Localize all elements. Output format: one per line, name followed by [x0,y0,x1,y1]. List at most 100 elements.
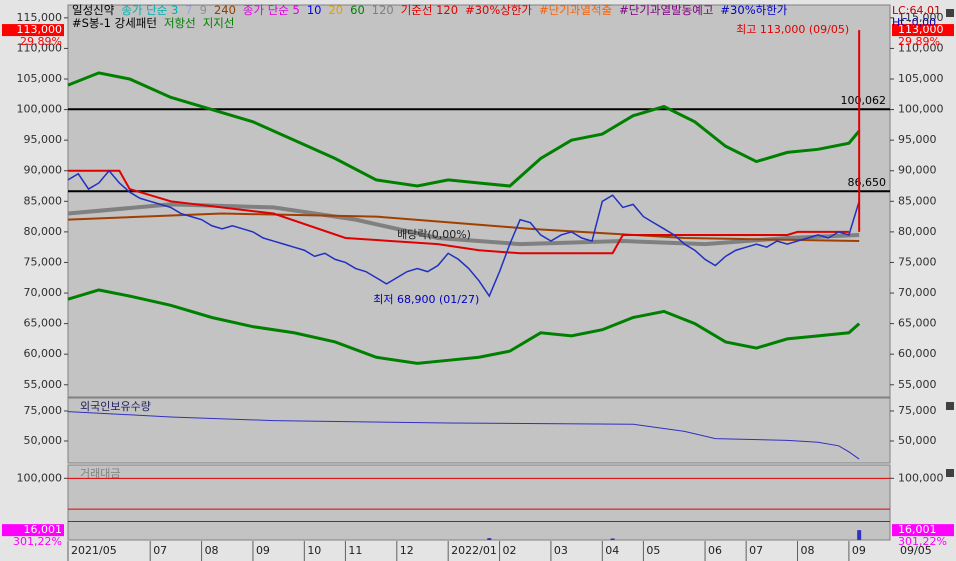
y-tick-label: 100,000 [17,103,63,116]
price-badge-sub: 301,22% [13,535,62,548]
y-tick-label: 95,000 [24,133,63,146]
bar [487,538,492,540]
y-tick-label: 60,000 [24,347,63,360]
line-series [67,71,861,188]
panel-title: 외국인보유수량 [80,400,151,413]
legend-item: 지지선 [202,16,235,30]
legend-item: 20 [328,3,344,17]
legend-item: #30%상한가 [465,3,533,17]
price-badge [2,24,64,37]
y-tick-label: 110,000 [17,41,63,54]
y-tick-label: 75,000 [24,404,63,417]
price-badge [892,24,954,37]
legend-item: 일성신약 [72,3,115,17]
legend-item: 120 [371,3,394,17]
x-tick-label: 11 [348,544,362,557]
corner-text: LC:64,01 [892,4,941,17]
y-tick-label: 70,000 [24,286,63,299]
x-tick-label: 09 [256,544,270,557]
plot-area [67,4,891,398]
y-tick-label: 115,000 [17,11,63,24]
y-tick-label: 65,000 [898,317,937,330]
legend: #S봉-1 강세패턴 저항선 지지선 [72,15,241,31]
legend-item: 기준선 120 [400,3,459,17]
x-tick-label: 12 [400,544,414,557]
line-series [68,169,849,255]
line-series [67,202,860,247]
line-series [67,288,861,365]
legend-item: 종가 단순 5 [242,3,300,17]
x-tick-label: 08 [801,544,815,557]
close-button [946,402,954,410]
close-button [946,469,954,477]
x-tick-label: 2022/01 [451,544,497,557]
y-tick-label: 85,000 [24,194,63,207]
x-tick-label: 07 [749,544,763,557]
corner-text: HC:0,00 [892,16,936,29]
y-tick-label: 100,000 [898,471,944,484]
y-tick-label: 90,000 [898,164,937,177]
legend-item: #단기과열발동예고 [619,3,714,17]
plot-area [67,464,891,541]
x-tick-label: 02 [503,544,517,557]
x-tick-label: 05 [646,544,660,557]
legend-item: 저항선 [163,16,196,30]
price-badge-sub: 29,89% [20,35,62,48]
y-tick-label: 100,000 [898,103,944,116]
price-badge-label: 16,001 [24,523,63,536]
y-tick-label: 85,000 [898,194,937,207]
y-tick-label: 50,000 [24,434,63,447]
horizontal-line-label: 100,062 [841,94,887,107]
bar [857,530,862,540]
bar [610,538,615,540]
x-tick-label: 10 [307,544,321,557]
legend-item: #단기과열적출 [539,3,613,17]
annotation: 배당락(0,00%) [397,228,471,241]
y-tick-label: 75,000 [24,255,63,268]
annotation: 최고 113,000 (09/05) [736,23,849,36]
price-badge-sub: 301,22% [898,535,947,548]
legend-item: 60 [350,3,365,17]
y-tick-label: 90,000 [24,164,63,177]
price-badge [2,524,64,537]
x-tick-label: 08 [205,544,219,557]
y-tick-label: 70,000 [898,286,937,299]
annotation: 최저 68,900 (01/27) [373,293,479,306]
panel-title: 거래대금 [80,467,120,480]
x-tick-label: 2021/05 [71,544,117,557]
legend-item: 240 [213,3,236,17]
close-button [946,9,954,17]
price-badge-label: 113,000 [17,23,63,36]
y-tick-label: 55,000 [898,378,937,391]
plot-area [67,397,891,464]
line-series [67,169,860,298]
y-tick-label: 75,000 [898,404,937,417]
legend-item: #S봉-1 강세패턴 [72,16,157,30]
x-tick-label: 03 [554,544,568,557]
y-tick-label: 115,000 [898,11,944,24]
y-tick-label: 80,000 [898,225,937,238]
legend-item: #30%하한가 [720,3,788,17]
y-tick-label: 105,000 [898,72,944,85]
y-tick-label: 60,000 [898,347,937,360]
y-tick-label: 75,000 [898,255,937,268]
price-badge-label: 16,001 [898,523,937,536]
cursor-date: 09/05 [900,544,932,557]
horizontal-line-label: 86,650 [848,176,887,189]
x-tick-label: 09 [852,544,866,557]
y-tick-label: 50,000 [898,434,937,447]
legend-item: 7 [185,3,193,17]
y-tick-label: 110,000 [898,41,944,54]
legend-item: 종가 단순 3 [121,3,179,17]
x-tick-label: 06 [708,544,722,557]
y-tick-label: 55,000 [24,378,63,391]
legend: 일성신약 종가 단순 3 7 9 240 종가 단순 5 10 20 60 120 기준선 120 #… [72,2,794,18]
y-tick-label: 65,000 [24,317,63,330]
y-tick-label: 80,000 [24,225,63,238]
y-tick-label: 105,000 [17,72,63,85]
line-series [67,411,860,460]
y-tick-label: 100,000 [17,471,63,484]
line-series [67,212,860,243]
